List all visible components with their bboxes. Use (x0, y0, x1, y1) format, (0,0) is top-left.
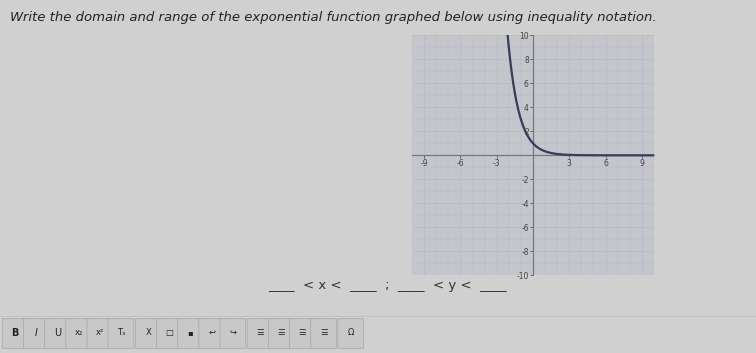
Text: x₂: x₂ (75, 328, 82, 337)
FancyBboxPatch shape (2, 319, 28, 348)
Text: X: X (145, 328, 151, 337)
FancyBboxPatch shape (338, 319, 364, 348)
Text: Ω: Ω (348, 328, 354, 337)
FancyBboxPatch shape (178, 319, 203, 348)
Text: ☰: ☰ (277, 328, 285, 337)
FancyBboxPatch shape (220, 319, 246, 348)
FancyBboxPatch shape (87, 319, 113, 348)
Text: ☰: ☰ (320, 328, 327, 337)
Text: Tₓ: Tₓ (116, 328, 125, 337)
FancyBboxPatch shape (108, 319, 134, 348)
FancyBboxPatch shape (156, 319, 182, 348)
FancyBboxPatch shape (45, 319, 70, 348)
Text: U: U (54, 328, 61, 338)
FancyBboxPatch shape (311, 319, 336, 348)
Text: ▪: ▪ (187, 328, 194, 337)
Text: I: I (35, 328, 38, 338)
FancyBboxPatch shape (66, 319, 91, 348)
Text: □: □ (166, 328, 173, 337)
FancyBboxPatch shape (199, 319, 225, 348)
Text: ↪: ↪ (229, 328, 237, 337)
FancyBboxPatch shape (247, 319, 273, 348)
FancyBboxPatch shape (135, 319, 161, 348)
Text: ↩: ↩ (208, 328, 215, 337)
Text: ☰: ☰ (299, 328, 306, 337)
Text: ☰: ☰ (256, 328, 264, 337)
FancyBboxPatch shape (268, 319, 294, 348)
Text: ____  < x <  ____  ;  ____  < y <  ____: ____ < x < ____ ; ____ < y < ____ (268, 279, 507, 292)
Text: Write the domain and range of the exponential function graphed below using inequ: Write the domain and range of the expone… (10, 11, 656, 24)
Text: x²: x² (96, 328, 104, 337)
FancyBboxPatch shape (290, 319, 315, 348)
FancyBboxPatch shape (23, 319, 49, 348)
Text: B: B (11, 328, 19, 338)
